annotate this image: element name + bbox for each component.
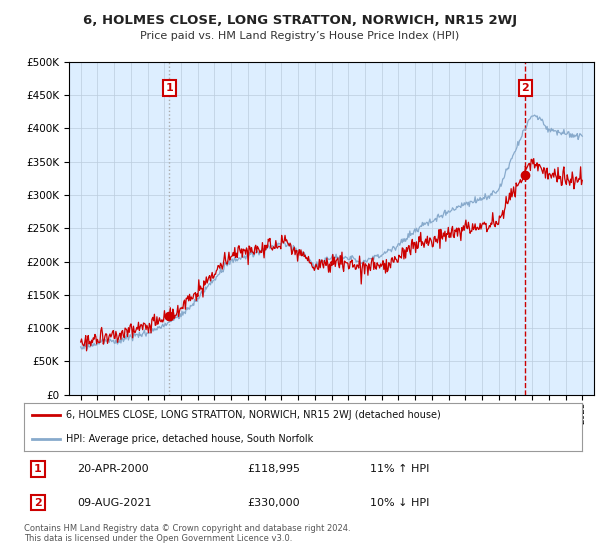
Text: 2: 2: [521, 83, 529, 94]
Text: 2: 2: [34, 498, 42, 507]
Text: 09-AUG-2021: 09-AUG-2021: [77, 498, 152, 507]
Text: 10% ↓ HPI: 10% ↓ HPI: [370, 498, 430, 507]
Text: £330,000: £330,000: [247, 498, 300, 507]
Text: 6, HOLMES CLOSE, LONG STRATTON, NORWICH, NR15 2WJ: 6, HOLMES CLOSE, LONG STRATTON, NORWICH,…: [83, 14, 517, 27]
Text: 20-APR-2000: 20-APR-2000: [77, 464, 149, 474]
Text: HPI: Average price, detached house, South Norfolk: HPI: Average price, detached house, Sout…: [66, 434, 313, 444]
Text: Price paid vs. HM Land Registry’s House Price Index (HPI): Price paid vs. HM Land Registry’s House …: [140, 31, 460, 41]
Text: 11% ↑ HPI: 11% ↑ HPI: [370, 464, 430, 474]
Text: 6, HOLMES CLOSE, LONG STRATTON, NORWICH, NR15 2WJ (detached house): 6, HOLMES CLOSE, LONG STRATTON, NORWICH,…: [66, 410, 440, 420]
Text: Contains HM Land Registry data © Crown copyright and database right 2024.
This d: Contains HM Land Registry data © Crown c…: [24, 524, 350, 543]
Text: £118,995: £118,995: [247, 464, 300, 474]
Text: 1: 1: [34, 464, 42, 474]
Text: 1: 1: [166, 83, 173, 94]
